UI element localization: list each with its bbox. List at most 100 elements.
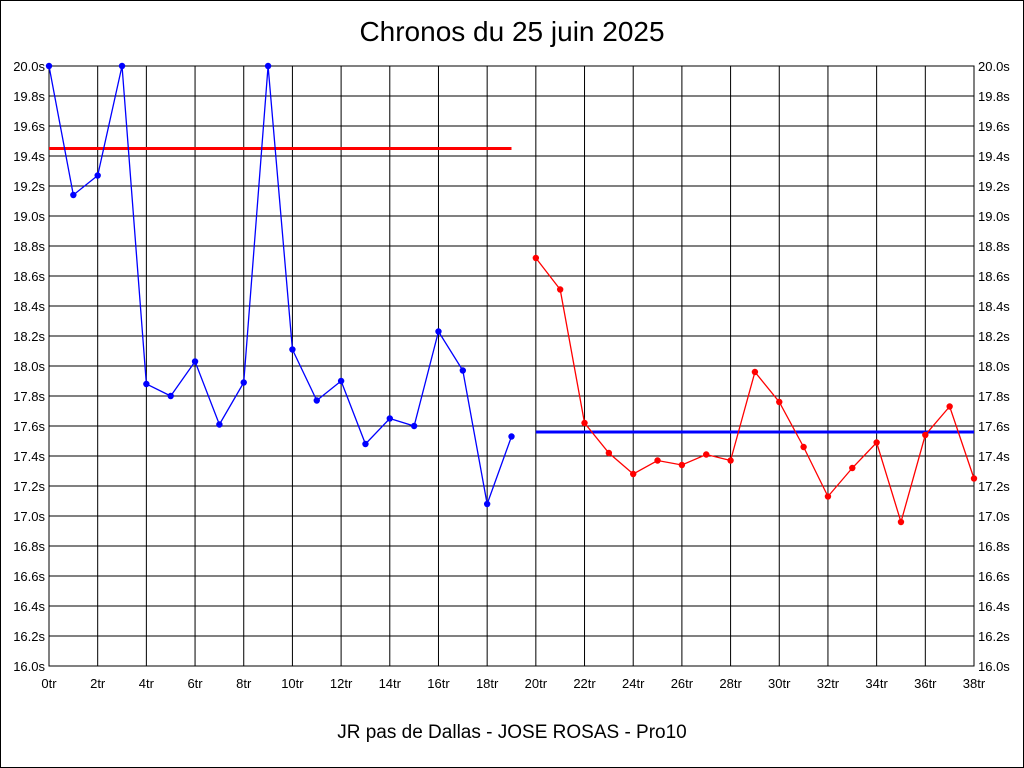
data-point [776,398,783,406]
data-point [605,449,613,457]
data-point [386,415,393,422]
x-tick-label: 0tr [41,676,57,691]
x-tick-label: 24tr [622,676,645,691]
x-tick-label: 16tr [427,676,450,691]
x-tick-label: 32tr [817,676,840,691]
x-tick-label: 26tr [671,676,694,691]
y-tick-label-left: 17.6s [13,419,45,434]
y-tick-label-left: 19.0s [13,209,45,224]
y-tick-label-left: 19.8s [13,89,45,104]
y-tick-label-left: 18.2s [13,329,45,344]
y-tick-label-left: 16.2s [13,629,45,644]
x-tick-label: 20tr [525,676,548,691]
data-point [873,439,880,446]
x-tick-label: 18tr [476,676,499,691]
data-point [727,457,734,464]
reference-lines [49,147,974,434]
y-tick-label-right: 16.4s [978,599,1010,614]
y-tick-label-left: 16.0s [13,659,45,674]
y-tick-label-left: 18.8s [13,239,45,254]
x-tick-label: 38tr [963,676,986,691]
y-tick-label-right: 19.4s [978,149,1010,164]
data-point [678,461,686,469]
data-point [289,346,296,353]
data-point [337,377,345,385]
y-tick-label-left: 20.0s [13,59,45,74]
data-point [508,433,515,440]
y-axis-left: 16.0s 16.2s 16.4s 16.6s 16.8s 17.0s 17.2s 17.4s… [13,59,45,674]
series-1 [45,62,515,508]
data-point [751,368,759,376]
data-point [483,500,491,508]
y-tick-label-left: 18.6s [13,269,45,284]
y-tick-label-left: 17.8s [13,389,45,404]
data-point [70,191,77,199]
series-line [535,257,975,525]
data-point [264,62,272,70]
data-point [94,172,101,179]
data-point [800,443,807,451]
data-point [118,62,126,70]
y-tick-label-left: 17.4s [13,449,45,464]
y-tick-label-right: 17.0s [978,509,1010,524]
data-point [313,397,320,404]
y-tick-label-left: 16.4s [13,599,45,614]
y-tick-label-right: 16.0s [978,659,1010,674]
x-tick-label: 34tr [865,676,888,691]
data-point [191,358,199,365]
y-tick-label-left: 18.0s [13,359,45,374]
data-point [897,518,905,526]
y-tick-label-right: 19.2s [978,179,1010,194]
y-tick-label-right: 16.2s [978,629,1010,644]
y-tick-label-right: 19.0s [978,209,1010,224]
y-tick-label-left: 16.6s [13,569,45,584]
data-point [167,392,174,400]
series-layer [45,62,978,526]
y-tick-label-left: 19.2s [13,179,45,194]
data-point [654,457,661,464]
data-point [435,328,442,335]
y-tick-label-right: 20.0s [978,59,1010,74]
data-point [824,493,832,500]
y-tick-label-left: 19.4s [13,149,45,164]
data-point [922,431,929,439]
x-tick-label: 6tr [187,676,203,691]
data-point [946,403,953,410]
x-tick-label: 2tr [90,676,106,691]
y-tick-label-right: 17.6s [978,419,1010,434]
data-point [143,380,150,388]
y-tick-label-left: 17.2s [13,479,45,494]
data-point [970,475,978,482]
chart-title: Chronos du 25 juin 2025 [359,16,665,47]
y-axis-right: 16.0s 16.2s 16.4s 16.6s 16.8s 17.0s 17.2s 17.4s… [978,59,1010,674]
data-point [703,451,710,458]
series-line [48,65,513,507]
y-tick-label-right: 18.4s [978,299,1010,314]
y-tick-label-right: 19.6s [978,119,1010,134]
y-tick-label-right: 18.8s [978,239,1010,254]
x-tick-label: 28tr [719,676,742,691]
plot-area-border [48,65,975,667]
x-tick-label: 36tr [914,676,937,691]
y-tick-label-right: 18.2s [978,329,1010,344]
x-tick-label: 12tr [330,676,353,691]
x-tick-label: 4tr [139,676,155,691]
x-axis: 0tr 2tr 4tr 6tr 8tr 10tr 12tr 14tr 16tr 18tr 20tr 2… [41,676,985,691]
data-point [849,464,856,472]
data-point [459,367,467,374]
y-tick-label-right: 16.6s [978,569,1010,584]
y-tick-label-left: 18.4s [13,299,45,314]
y-tick-label-right: 18.0s [978,359,1010,374]
data-point [240,379,247,386]
data-point [556,286,564,293]
data-point [532,254,540,262]
y-tick-label-right: 16.8s [978,539,1010,554]
data-point [45,62,53,70]
x-tick-label: 30tr [768,676,791,691]
y-tick-label-right: 17.4s [978,449,1010,464]
data-point [581,419,588,427]
x-tick-label: 14tr [379,676,402,691]
y-tick-label-left: 16.8s [13,539,45,554]
